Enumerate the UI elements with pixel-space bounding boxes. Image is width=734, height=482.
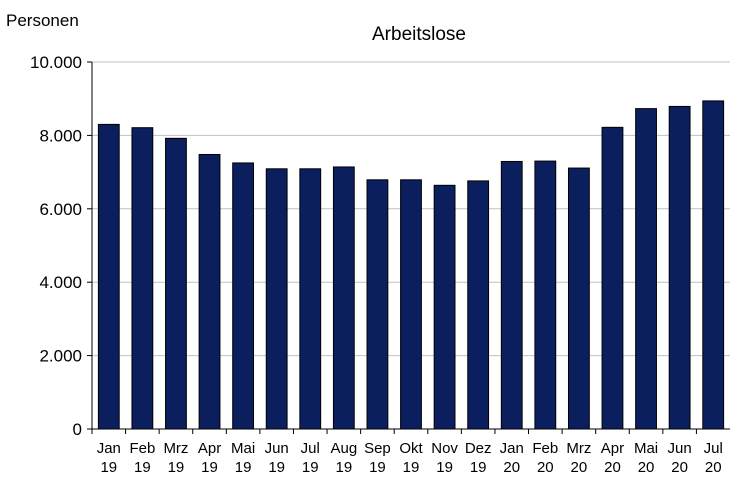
y-tick-label: 0 <box>73 420 82 439</box>
bar <box>97 123 120 430</box>
bar <box>332 166 355 430</box>
y-tick-label: 8.000 <box>39 126 82 145</box>
x-tick-label-month: Feb <box>532 440 558 457</box>
x-tick-label-year: 19 <box>369 459 386 476</box>
y-tick-label: 10.000 <box>30 53 82 72</box>
bar <box>534 160 557 430</box>
x-tick-label-year: 20 <box>671 459 688 476</box>
x-tick-label-year: 19 <box>302 459 319 476</box>
x-tick-label-month: Apr <box>198 440 221 457</box>
x-tick-label-year: 19 <box>403 459 420 476</box>
x-tick-label-year: 19 <box>168 459 185 476</box>
x-tick-label-month: Jul <box>301 440 320 457</box>
x-tick-label-month: Mrz <box>566 440 591 457</box>
bar <box>299 168 322 430</box>
x-tick-label-year: 20 <box>503 459 520 476</box>
x-tick-label-month: Jul <box>704 440 723 457</box>
bar <box>702 100 725 430</box>
bar <box>366 179 389 430</box>
bar <box>232 162 255 430</box>
x-tick-label-month: Mai <box>231 440 255 457</box>
x-tick-label-year: 20 <box>604 459 621 476</box>
bar <box>265 168 288 430</box>
y-axis-label: Personen <box>6 11 79 30</box>
y-tick-label: 2.000 <box>39 347 82 366</box>
bar <box>601 126 624 430</box>
x-tick-label-month: Aug <box>330 440 357 457</box>
x-tick-label-year: 20 <box>705 459 722 476</box>
x-tick-label-year: 19 <box>335 459 352 476</box>
x-tick-label-month: Apr <box>601 440 624 457</box>
x-tick-label-month: Mai <box>634 440 658 457</box>
bar <box>433 184 456 430</box>
bar <box>400 179 422 430</box>
x-tick-label-month: Nov <box>431 440 458 457</box>
x-tick-label-year: 19 <box>134 459 151 476</box>
y-tick-label: 4.000 <box>39 273 82 292</box>
x-tick-label-month: Jan <box>97 440 121 457</box>
plot-area: 0 2.000 4.000 6.000 8.000 10.000 Jan 19 Feb 19 Mrz… <box>30 53 730 476</box>
bar <box>198 153 221 430</box>
x-tick-label-month: Feb <box>129 440 155 457</box>
x-tick-label-year: 19 <box>100 459 117 476</box>
chart-title: Arbeitslose <box>372 24 466 45</box>
bar <box>131 127 154 430</box>
bar <box>500 160 523 430</box>
bar <box>567 167 590 430</box>
x-tick-label-year: 19 <box>201 459 218 476</box>
bar <box>668 105 691 430</box>
x-tick-label-year: 19 <box>436 459 453 476</box>
x-tick-label-month: Jun <box>265 440 289 457</box>
x-tick-label-year: 20 <box>638 459 655 476</box>
y-tick-label: 6.000 <box>39 200 82 219</box>
x-tick-label-month: Okt <box>399 440 423 457</box>
x-tick-label-month: Jan <box>500 440 524 457</box>
x-tick-label-month: Sep <box>364 440 391 457</box>
bar <box>165 137 187 430</box>
x-tick-label-year: 20 <box>571 459 588 476</box>
x-tick-label-year: 19 <box>470 459 487 476</box>
x-tick-label-month: Jun <box>668 440 692 457</box>
bar <box>635 108 657 430</box>
x-tick-label-month: Mrz <box>163 440 188 457</box>
bar <box>467 180 490 430</box>
x-tick-label-year: 20 <box>537 459 554 476</box>
x-tick-label-year: 19 <box>235 459 252 476</box>
x-tick-label-month: Dez <box>465 440 492 457</box>
x-tick-label-year: 19 <box>268 459 285 476</box>
